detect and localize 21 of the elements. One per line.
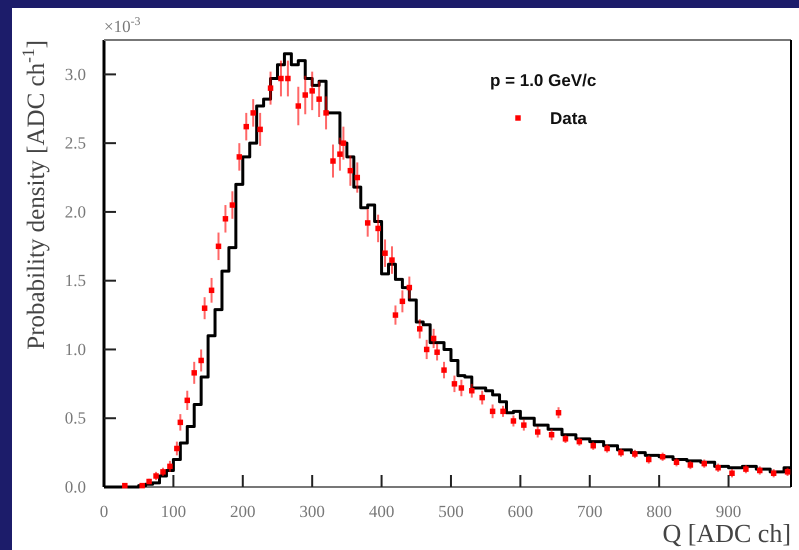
text: ×10$^{-3}$ xyxy=(104,14,141,36)
x-tick-label: 0 xyxy=(100,502,108,522)
y-tick-label: 0.5 xyxy=(64,408,86,428)
y-tick-label: 0.0 xyxy=(64,477,86,496)
x-tick-label: 900 xyxy=(716,502,742,522)
y-tick-label: 2.0 xyxy=(64,202,86,222)
y-tick-label: 3.0 xyxy=(64,64,86,84)
x-tick-label: 500 xyxy=(438,502,464,522)
x-tick-label: 600 xyxy=(508,502,534,522)
x-tick-label: 100 xyxy=(160,502,186,522)
x-tick-label: 800 xyxy=(646,502,672,522)
x-tick-label: 700 xyxy=(577,502,603,522)
x-tick-label: 400 xyxy=(368,502,394,522)
y-tick-label: 1.5 xyxy=(64,271,86,290)
x-tick-label: 300 xyxy=(299,502,325,522)
legend-label: Data xyxy=(550,109,588,128)
y-tick-label: 1.0 xyxy=(64,340,86,359)
x-axis-title: Q [ADC ch] xyxy=(662,519,791,548)
x-tick-label: 200 xyxy=(230,502,256,522)
legend-title: p = 1.0 GeV/c xyxy=(490,71,596,90)
y-tick-label: 2.5 xyxy=(64,134,86,153)
